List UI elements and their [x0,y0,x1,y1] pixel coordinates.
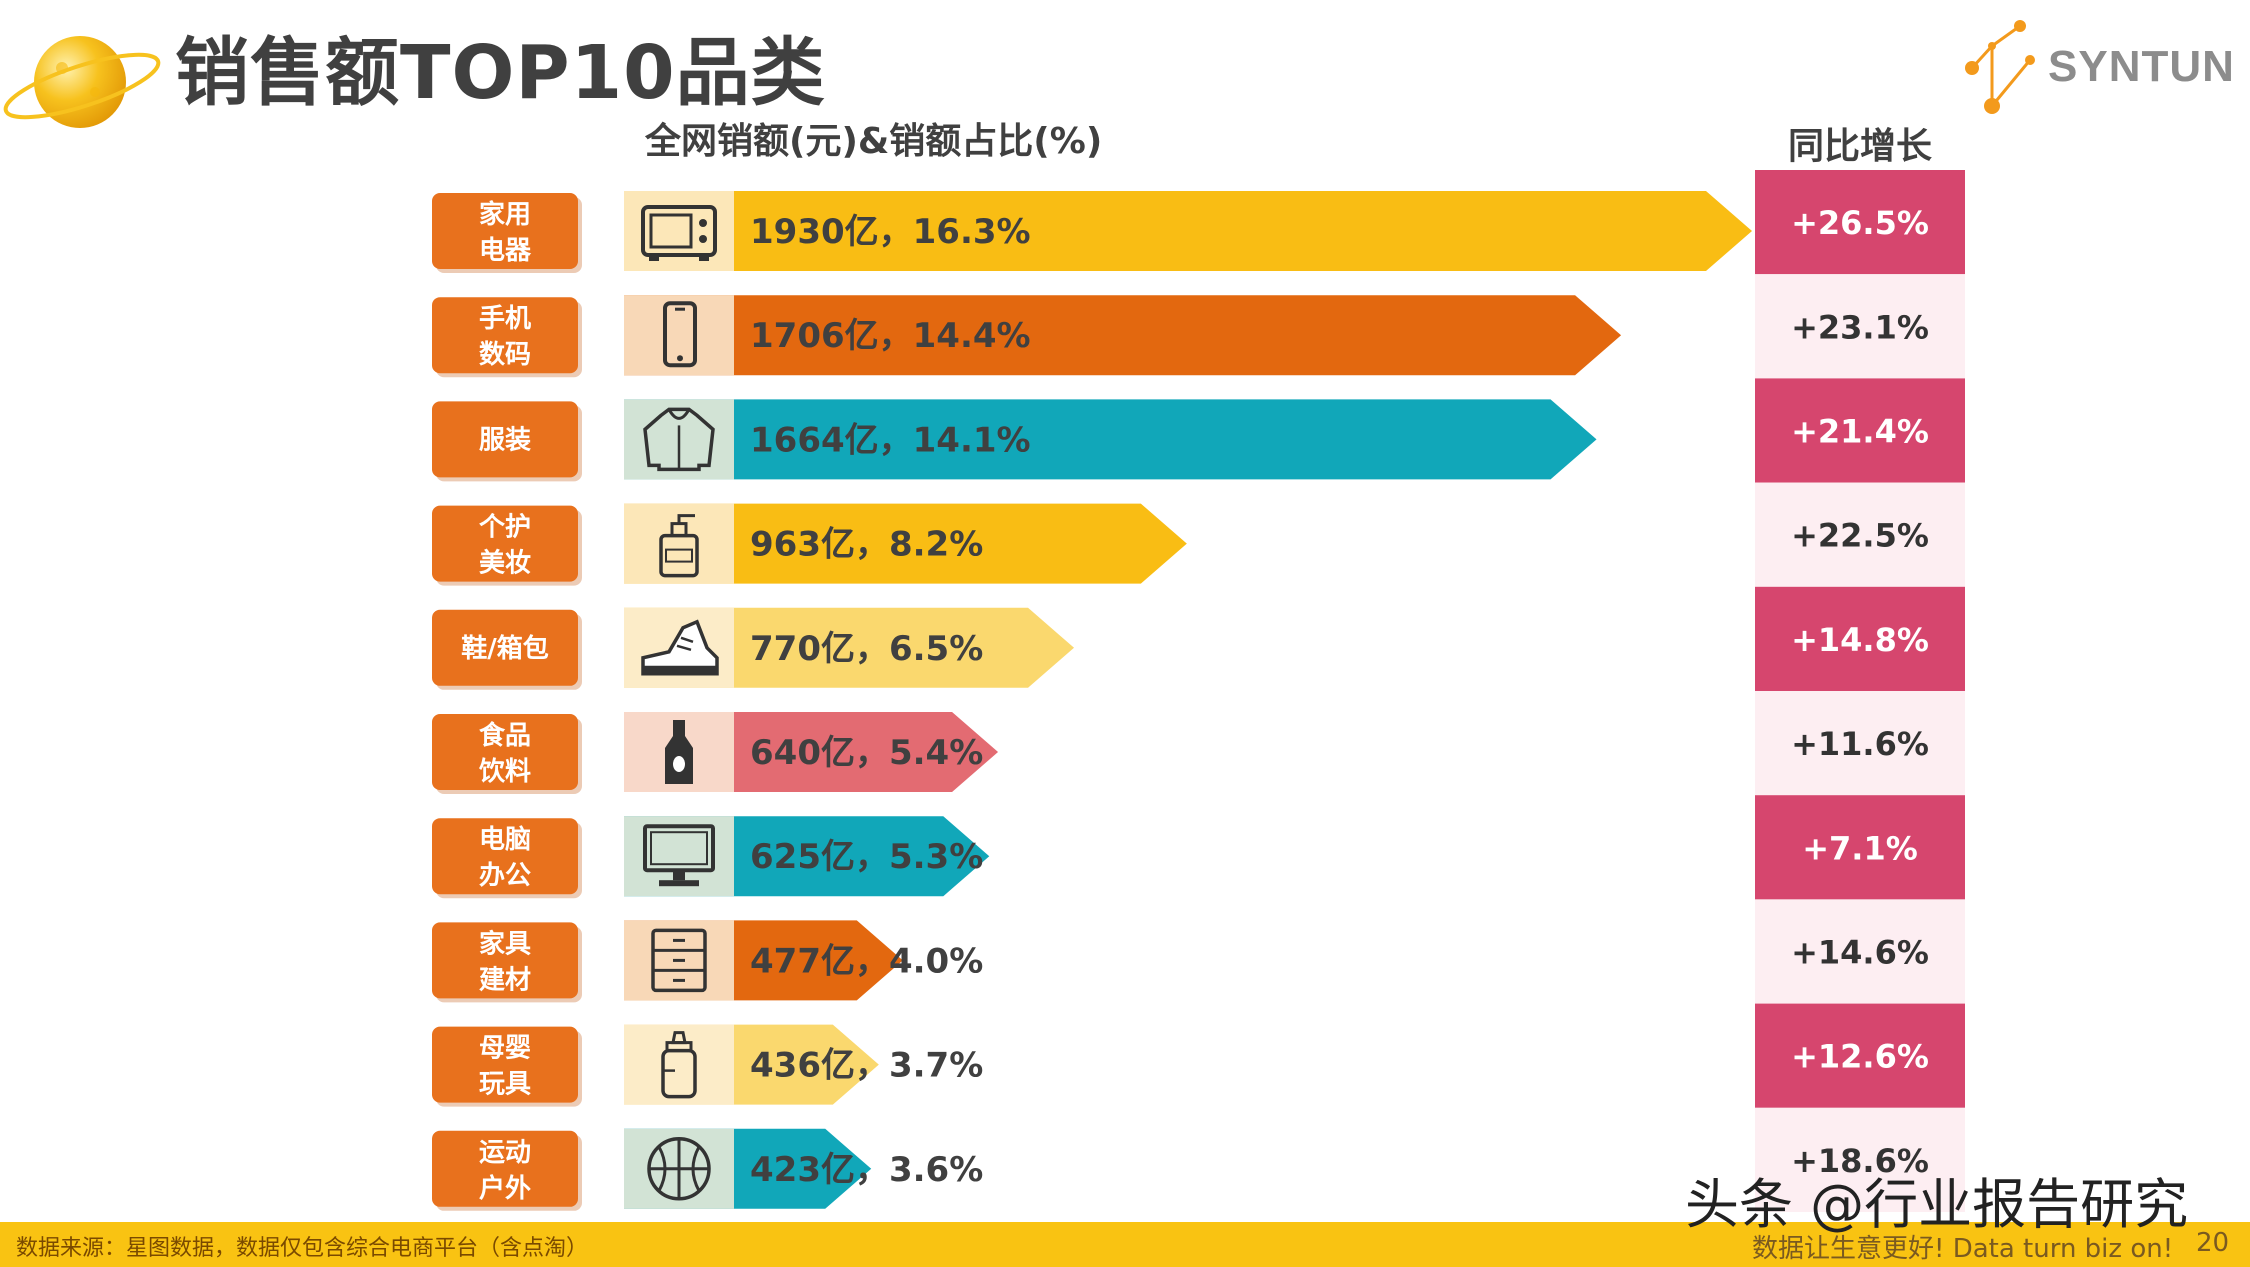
category-label: 个护美妆 [479,513,531,579]
growth-label: +18.6% [1791,1142,1929,1180]
bar [624,503,1187,584]
planet-logo-icon [3,36,161,128]
growth-cell [1755,378,1965,483]
growth-label: +14.8% [1791,621,1929,659]
category-tag: 电脑办公 [432,818,582,899]
bar-label: 963亿，8.2% [750,525,983,565]
growth-label: +21.4% [1791,413,1929,451]
source-note: 数据来源：星图数据，数据仅包含综合电商平台（含点淘） [16,1236,589,1261]
pump-bottle-icon [659,514,699,578]
logo-text: SYNTUN [2048,42,2235,91]
bar [624,191,1752,271]
bar-label: 625亿，5.3% [750,837,983,877]
monitor-icon [643,824,715,887]
growth-cell [1755,170,1965,275]
basketball-icon [647,1137,711,1201]
icon-box [624,191,734,271]
footer-slogan: 数据让生意更好! Data turn biz on! [1752,1234,2174,1264]
category-tag: 手机数码 [432,297,582,378]
category-label: 运动户外 [479,1138,531,1204]
growth-label: +23.1% [1791,308,1929,346]
category-label: 电脑办公 [479,825,531,891]
category-tag: 家用电器 [432,193,582,273]
growth-cell [1755,482,1965,587]
growth-label: +26.5% [1791,204,1929,242]
growth-cell [1755,586,1965,691]
growth-cell [1755,795,1965,900]
growth-cell [1755,1003,1965,1108]
category-tag: 鞋/箱包 [432,609,582,690]
drawer-cabinet-icon [651,928,707,993]
category-tag: 食品饮料 [432,714,582,794]
growth-cell [1755,1107,1965,1212]
category-tag: 家具建材 [432,922,582,1003]
bar-label: 770亿，6.5% [750,629,983,669]
icon-box [624,1024,734,1105]
growth-header: 同比增长 [1787,126,1932,167]
category-label: 服装 [479,425,531,455]
category-label: 家具建材 [479,928,531,995]
growth-label: +22.5% [1791,517,1929,555]
page-number: 20 [2196,1228,2230,1258]
category-label: 手机数码 [479,304,531,370]
growth-label: +12.6% [1791,1038,1929,1076]
bar-label: 1664亿，14.1% [750,420,1031,460]
category-tag: 母婴玩具 [432,1026,582,1107]
microwave-icon [641,205,717,261]
growth-label: +14.6% [1791,934,1929,972]
category-label: 家用电器 [479,199,532,266]
bar-label: 640亿，5.4% [750,733,983,773]
growth-label: +11.6% [1791,725,1929,763]
category-label: 食品饮料 [478,720,531,787]
category-tag: 个护美妆 [432,505,582,586]
bar-label: 436亿，3.7% [750,1046,983,1086]
category-label: 鞋/箱包 [461,633,549,664]
y-axis-label: 全网销额(元)&销额占比(%) [645,121,1103,162]
bar-label: 477亿，4.0% [750,941,983,981]
syntun-logo-icon [1965,20,2035,114]
category-label: 母婴玩具 [479,1034,531,1100]
bar-label: 1930亿，16.3% [750,212,1031,252]
bar [624,295,1622,376]
bar-label: 1706亿，14.4% [750,316,1031,356]
baby-bottle-icon [661,1031,697,1099]
growth-cell [1755,899,1965,1004]
sneaker-icon [641,619,719,676]
category-tag: 运动户外 [432,1130,582,1211]
bar-label: 423亿，3.6% [750,1150,983,1190]
category-tag: 服装 [432,401,582,482]
drink-bottle-icon [665,720,693,784]
bar [624,399,1597,480]
page-title: 销售额TOP10品类 [175,30,826,116]
hoodie-icon [643,407,715,472]
watermark-text: 头条 @行业报告研究 [1685,1173,2189,1236]
bar [624,607,1075,688]
growth-label: +7.1% [1802,829,1918,867]
growth-cell [1755,691,1965,796]
growth-cell [1755,274,1965,379]
smartphone-icon [663,301,697,368]
footer-bar [0,1222,2250,1267]
